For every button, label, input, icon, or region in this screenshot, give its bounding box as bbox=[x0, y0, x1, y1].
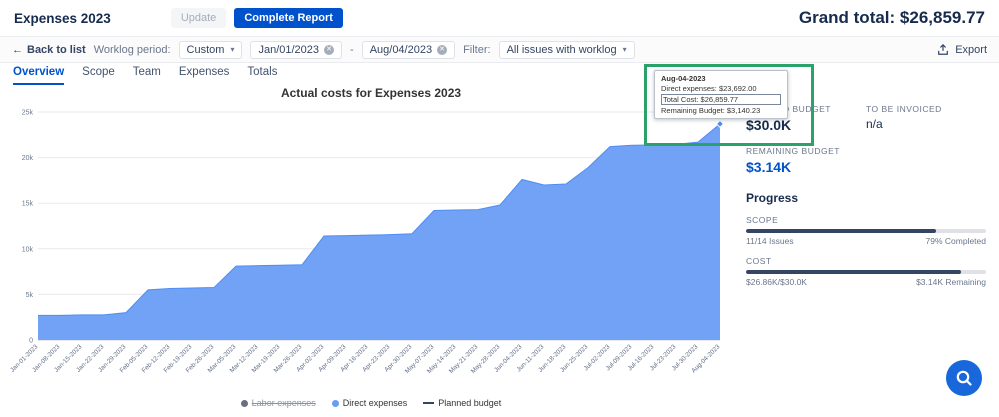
chevron-down-icon: ▾ bbox=[230, 45, 235, 54]
export-label: Export bbox=[955, 43, 987, 56]
export-icon bbox=[938, 43, 949, 55]
legend-label: Direct expenses bbox=[342, 398, 408, 408]
date-to-value: Aug/04/2023 bbox=[369, 43, 433, 56]
tooltip-row-remaining-budget: Remaining Budget: $3,140.23 bbox=[661, 106, 781, 115]
tooltip-value: $26,859.77 bbox=[700, 95, 739, 104]
app-logo[interactable] bbox=[946, 360, 982, 396]
scope-label: SCOPE bbox=[746, 215, 779, 225]
remaining-budget-label: REMAINING BUDGET bbox=[746, 146, 840, 156]
chart-legend: Labor expenses Direct expenses Planned b… bbox=[6, 398, 736, 408]
legend-label: Labor expenses bbox=[251, 398, 316, 408]
update-button[interactable]: Update bbox=[170, 8, 227, 28]
y-tick-label: 25k bbox=[22, 110, 34, 117]
cost-progress: COST $26.86K/$30.0K $3.14K Remaining bbox=[746, 256, 986, 287]
grand-total: Grand total: $26,859.77 bbox=[798, 8, 985, 27]
tooltip-row-total-cost: Total Cost: $26,859.77 bbox=[661, 94, 781, 105]
direct-expenses-marker bbox=[331, 399, 339, 407]
tooltip-label: Remaining Budget: bbox=[661, 106, 725, 115]
back-to-list-link[interactable]: ← Back to list bbox=[12, 44, 86, 56]
filter-select[interactable]: All issues with worklog ▾ bbox=[498, 40, 635, 59]
date-from-value: Jan/01/2023 bbox=[258, 43, 320, 56]
y-tick-label: 5k bbox=[26, 292, 34, 299]
magnifier-icon bbox=[956, 370, 972, 386]
tooltip-label: Direct expenses: bbox=[661, 84, 717, 93]
cost-progress-left: $26.86K/$30.0K bbox=[746, 277, 807, 287]
legend-item-direct-expenses[interactable]: Direct expenses bbox=[331, 398, 408, 408]
y-tick-label: 0 bbox=[29, 338, 33, 345]
clear-date-from-icon[interactable]: ✕ bbox=[324, 44, 335, 55]
scope-progress-bar bbox=[746, 229, 986, 233]
tab-overview[interactable]: Overview bbox=[13, 66, 65, 85]
direct-expenses-line bbox=[38, 123, 721, 316]
back-arrow-icon: ← bbox=[12, 43, 23, 56]
remaining-budget-kpi: REMAINING BUDGET $3.14K bbox=[746, 146, 986, 175]
worklog-period-label: Worklog period: bbox=[93, 43, 171, 56]
filter-select-value: All issues with worklog bbox=[506, 43, 617, 56]
date-from-field[interactable]: Jan/01/2023 ✕ bbox=[250, 40, 343, 59]
y-tick-label: 20k bbox=[22, 155, 34, 162]
tab-bar: Overview Scope Team Expenses Totals bbox=[13, 66, 277, 85]
tooltip-label: Total Cost: bbox=[663, 95, 699, 104]
legend-item-labor-expenses[interactable]: Labor expenses bbox=[240, 398, 316, 408]
date-range-separator: - bbox=[350, 43, 354, 56]
remaining-budget-value: $3.14K bbox=[746, 159, 792, 175]
back-to-list-label: Back to list bbox=[27, 43, 86, 56]
to-be-invoiced-value: n/a bbox=[866, 117, 883, 131]
page-title: Expenses 2023 bbox=[14, 10, 111, 26]
progress-title: Progress bbox=[746, 191, 799, 205]
labor-expenses-marker bbox=[240, 399, 248, 407]
tab-expenses[interactable]: Expenses bbox=[178, 66, 230, 78]
tab-totals[interactable]: Totals bbox=[247, 66, 278, 78]
legend-item-planned-budget[interactable]: Planned budget bbox=[423, 398, 501, 408]
cost-progress-bar bbox=[746, 270, 986, 274]
tab-scope[interactable]: Scope bbox=[82, 66, 115, 78]
actual-costs-chart: Actual costs for Expenses 2023 Costs, $ … bbox=[6, 86, 736, 410]
toolbar: ← Back to list Worklog period: Custom ▾ … bbox=[0, 36, 999, 63]
scope-progress: SCOPE 11/14 Issues 79% Completed bbox=[746, 215, 986, 246]
direct-expenses-area bbox=[38, 123, 720, 341]
planned-budget-label: PLANNED BUDGET bbox=[746, 104, 831, 114]
chevron-down-icon: ▾ bbox=[622, 45, 627, 54]
scope-progress-left: 11/14 Issues bbox=[746, 236, 794, 246]
top-bar: Expenses 2023 Update Complete Report Gra… bbox=[0, 0, 999, 36]
cost-progress-fill bbox=[746, 270, 961, 274]
export-button[interactable]: Export bbox=[937, 44, 987, 56]
filter-label: Filter: bbox=[463, 43, 491, 56]
planned-budget-value: $30.0K bbox=[746, 117, 792, 133]
tooltip-row-direct-expenses: Direct expenses: $23,692.00 bbox=[661, 84, 781, 93]
chart-title: Actual costs for Expenses 2023 bbox=[280, 86, 462, 100]
scope-progress-right: 79% Completed bbox=[925, 236, 986, 246]
chart-plot-area[interactable]: 05k10k15k20k25kJan-01-2023Jan-08-2023Jan… bbox=[6, 100, 736, 396]
planned-budget-marker bbox=[423, 402, 435, 404]
period-select-value: Custom bbox=[186, 43, 225, 56]
period-select[interactable]: Custom ▾ bbox=[178, 40, 243, 59]
clear-date-to-icon[interactable]: ✕ bbox=[437, 44, 448, 55]
complete-report-button[interactable]: Complete Report bbox=[234, 8, 343, 28]
last-point-marker bbox=[715, 119, 725, 129]
to-be-invoiced-label: TO BE INVOICED bbox=[866, 104, 942, 114]
y-tick-label: 10k bbox=[22, 246, 34, 253]
tab-team[interactable]: Team bbox=[132, 66, 161, 78]
cost-progress-right: $3.14K Remaining bbox=[916, 277, 986, 287]
scope-progress-fill bbox=[746, 229, 936, 233]
chart-tooltip: Aug-04-2023 Direct expenses: $23,692.00 … bbox=[654, 70, 788, 119]
date-to-field[interactable]: Aug/04/2023 ✕ bbox=[361, 40, 456, 59]
summary-panel: PLANNED BUDGET $30.0K TO BE INVOICED n/a… bbox=[746, 104, 986, 287]
planned-budget-kpi: PLANNED BUDGET $30.0K bbox=[746, 104, 866, 133]
legend-label: Planned budget bbox=[438, 398, 502, 408]
tooltip-value: $3,140.23 bbox=[726, 106, 761, 115]
tooltip-value: $23,692.00 bbox=[718, 84, 757, 93]
cost-label: COST bbox=[746, 256, 772, 266]
to-be-invoiced-kpi: TO BE INVOICED n/a bbox=[866, 104, 942, 133]
y-tick-label: 15k bbox=[22, 201, 34, 208]
tooltip-date: Aug-04-2023 bbox=[661, 74, 706, 83]
